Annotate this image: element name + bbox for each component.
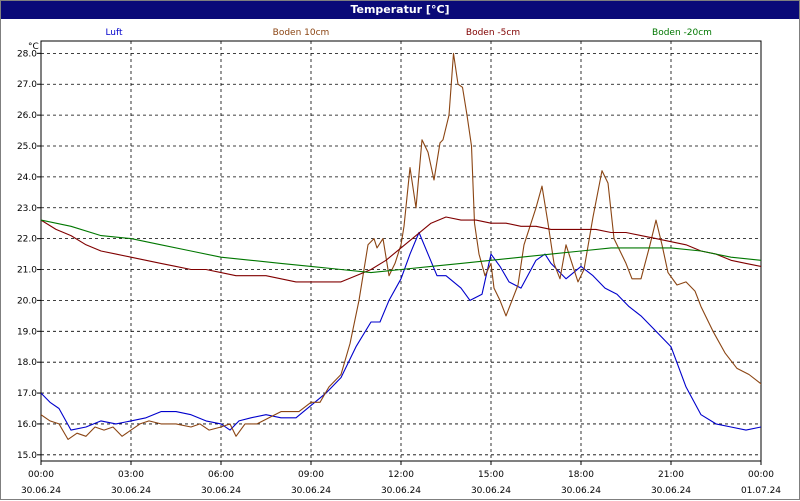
x-tick-time: 21:00 (658, 470, 684, 480)
y-tick-label: 28.0 (17, 49, 37, 59)
series-line-boden-10cm (41, 52, 761, 440)
x-tick-date: 30.06.24 (111, 486, 151, 496)
series-lines (41, 52, 761, 440)
x-tick-time: 03:00 (118, 470, 144, 480)
x-tick-date: 30.06.24 (561, 486, 601, 496)
y-tick-label: 15.0 (17, 451, 37, 461)
y-tick-label: 20.0 (17, 296, 37, 306)
y-axis-unit: °C (28, 42, 39, 52)
grid (41, 41, 761, 461)
y-tick-label: 24.0 (17, 173, 37, 183)
legend: Luft Boden 10cm Boden -5cm Boden -20cm (105, 28, 712, 38)
y-tick-label: 23.0 (17, 204, 37, 214)
x-tick-date: 30.06.24 (651, 486, 691, 496)
series-line-luft (41, 231, 761, 431)
y-tick-label: 16.0 (17, 420, 37, 430)
x-tick-time: 00:00 (28, 470, 54, 480)
y-tick-label: 17.0 (17, 389, 37, 399)
y-tick-label: 25.0 (17, 142, 37, 152)
x-tick-time: 09:00 (298, 470, 324, 480)
x-tick-date: 01.07.24 (741, 486, 781, 496)
x-tick-date: 30.06.24 (471, 486, 511, 496)
chart-title: Temperatur [°C] (1, 1, 799, 19)
legend-item-luft: Luft (105, 28, 123, 38)
legend-item-boden-20cm: Boden -20cm (652, 28, 712, 38)
y-tick-label: 18.0 (17, 358, 37, 368)
x-tick-time: 00:00 (748, 470, 774, 480)
x-tick-date: 30.06.24 (291, 486, 331, 496)
series-line-boden-5cm (41, 216, 761, 283)
y-tick-label: 26.0 (17, 111, 37, 121)
series-line-boden-20cm (41, 219, 761, 274)
legend-item-boden-5cm: Boden -5cm (466, 28, 520, 38)
x-tick-date: 30.06.24 (201, 486, 241, 496)
x-tick-time: 06:00 (208, 470, 234, 480)
axes: 15.0 16.0 17.0 18.0 19.0 20.0 21.0 22.0 23.0 24.0… (17, 49, 781, 496)
x-tick-date: 30.06.24 (21, 486, 61, 496)
x-tick-time: 15:00 (478, 470, 504, 480)
y-tick-label: 19.0 (17, 327, 37, 337)
y-tick-label: 21.0 (17, 266, 37, 276)
x-tick-time: 12:00 (388, 470, 414, 480)
legend-item-boden-10cm: Boden 10cm (273, 28, 330, 38)
x-tick-time: 18:00 (568, 470, 594, 480)
y-tick-label: 27.0 (17, 80, 37, 90)
y-tick-label: 22.0 (17, 235, 37, 245)
x-tick-date: 30.06.24 (381, 486, 421, 496)
